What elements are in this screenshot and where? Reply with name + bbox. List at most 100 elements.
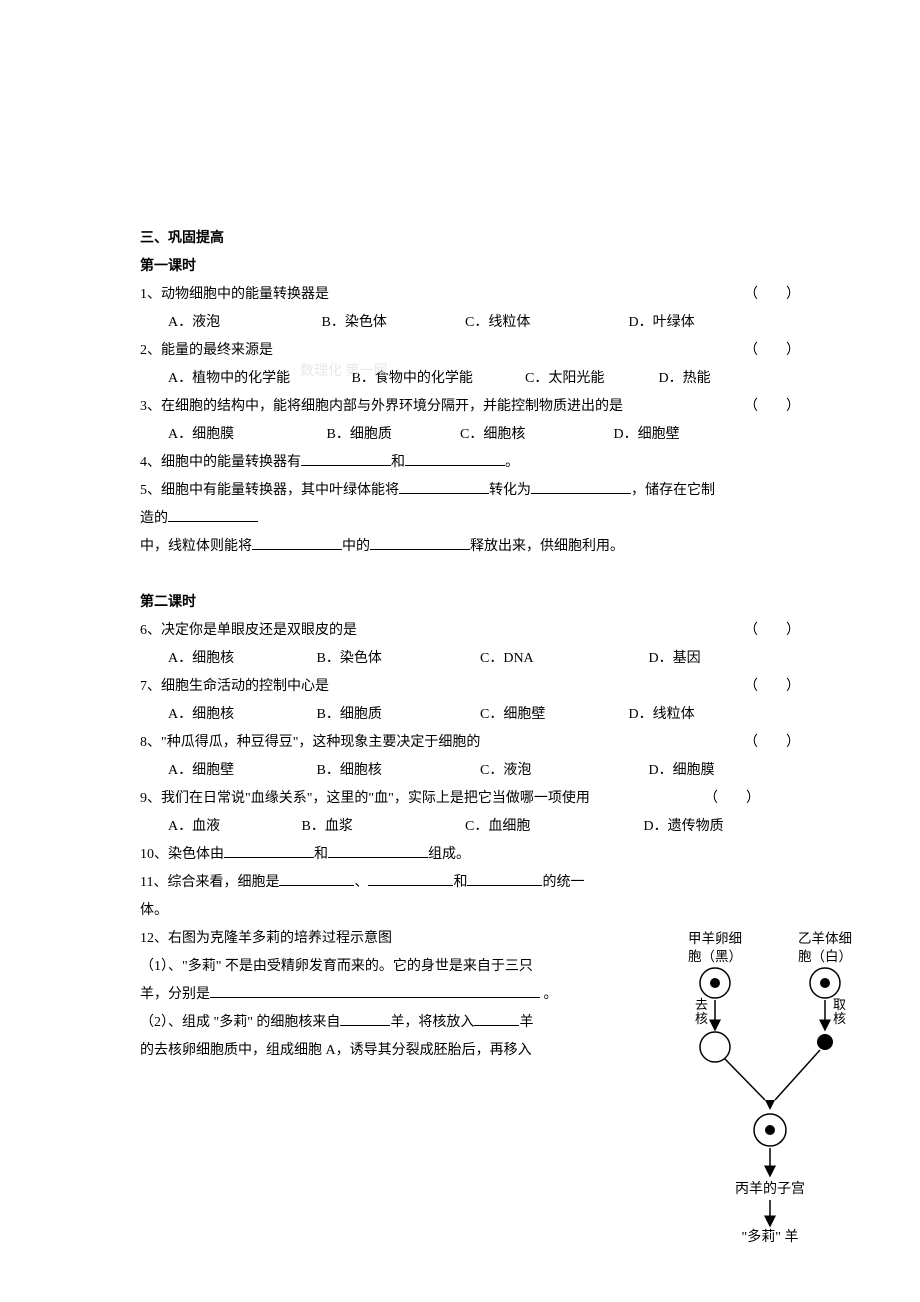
q7-opt-b: B．细胞质 [317,701,477,729]
q2-stem: 2、能量的最终来源是 [140,343,273,358]
diagram-tr-l2: 胞（白） [785,948,865,966]
q10-t2: 和 [314,847,328,862]
q5-l3c: 释放出来，供细胞利用。 [470,539,624,554]
q4-blank1 [301,451,391,466]
diagram-svg: 去 核 取 核 丙羊的子宫 "多莉" 羊 [675,965,865,1245]
q5-line2: 造的 [140,505,800,533]
q6-opt-a: A．细胞核 [168,645,313,673]
q1-opt-b: B．染色体 [322,309,462,337]
q9-opt-a: A．血液 [168,813,298,841]
q5-l3b: 中的 [342,539,370,554]
q10-line: 10、染色体由 和 组成。 [140,841,800,869]
q11-blank3 [467,871,542,886]
q2-opt-d: D．热能 [659,365,711,393]
q2-paren: （ ） [744,337,800,365]
q11-line2: 体。 [140,897,650,925]
q3-options: A．细胞膜 B．细胞质 C．细胞核 D．细胞壁 [140,421,800,449]
q4-t2: 和 [391,455,405,470]
q6-stem-line: 6、决定你是单眼皮还是双眼皮的是 （ ） [140,617,800,645]
q8-opt-d: D．细胞膜 [649,757,715,785]
q3-stem-line: 3、在细胞的结构中，能将细胞内部与外界环境分隔开，并能控制物质进出的是 （ ） [140,393,800,421]
q9-paren: （ ） [704,785,760,813]
q3-opt-a: A．细胞膜 [168,421,323,449]
q1-options: A．液泡 B．染色体 C．线粒体 D．叶绿体 [140,309,800,337]
q6-opt-d: D．基因 [649,645,701,673]
q8-opt-c: C．液泡 [480,757,645,785]
q6-options: A．细胞核 B．染色体 C．DNA D．基因 [140,645,800,673]
q9-opt-d: D．遗传物质 [644,813,724,841]
diagram-right-action-l1: 取 [833,997,846,1012]
q3-stem: 3、在细胞的结构中，能将细胞内部与外界环境分隔开，并能控制物质进出的是 [140,399,623,414]
q12-p1c: 。 [544,987,558,1002]
q5-blank3 [168,507,258,522]
q11-t1: 11、综合来看，细胞是 [140,875,279,890]
diagram-label-dolly: "多莉" 羊 [742,1228,799,1245]
diagram-left-action-l2: 核 [695,1011,708,1026]
q1-paren: （ ） [744,281,800,309]
q4-blank2 [405,451,505,466]
q9-options: A．血液 B．血浆 C．血细胞 D．遗传物质 [140,813,800,841]
q12-p3: 的去核卵细胞质中，组成细胞 A，诱导其分裂成胚胎后，再移入 [140,1037,650,1065]
q12-stem: 12、右图为克隆羊多莉的培养过程示意图 [140,925,650,953]
q9-opt-c: C．血细胞 [465,813,640,841]
lesson1-title: 第一课时 [140,253,800,281]
q11-blank2 [368,871,453,886]
q12-p1b: 羊，分别是 [140,987,210,1002]
q11-t2: 、 [354,875,368,890]
q5-blank2 [531,479,631,494]
q9-stem: 9、我们在日常说"血缘关系"，这里的"血"，实际上是把它当做哪一项使用 [140,791,590,806]
q11-line1: 11、综合来看，细胞是 、 和 的统一 [140,869,650,897]
q12-p2b: 羊，将核放入 [390,1015,474,1030]
lesson2-title: 第二课时 [140,589,800,617]
q12-p2-line: （2）、组成 "多莉" 的细胞核来自 羊，将核放入 羊 [140,1009,650,1037]
q3-opt-d: D．细胞壁 [614,421,680,449]
q1-opt-d: D．叶绿体 [629,309,695,337]
diagram-tl-l2: 胞（黑） [675,948,755,966]
q12-blank1 [210,983,540,998]
diagram-left-action-l1: 去 [695,997,708,1012]
q5-l1b: 转化为 [489,483,531,498]
q8-opt-a: A．细胞壁 [168,757,313,785]
q12-p2a: （2）、组成 "多莉" 的细胞核来自 [140,1015,340,1030]
q12-p2c: 羊 [519,1015,533,1030]
q8-stem-line: 8、"种瓜得瓜，种豆得豆"，这种现象主要决定于细胞的 （ ） [140,729,800,757]
q1-opt-c: C．线粒体 [465,309,625,337]
q4-t3: 。 [505,455,519,470]
q12-p1b-line: 羊，分别是 。 [140,981,650,1009]
q7-opt-d: D．线粒体 [629,701,695,729]
diagram-label-c: 丙羊的子宫 [735,1181,805,1197]
q4-t1: 4、细胞中的能量转换器有 [140,455,301,470]
q11-t5: 体。 [140,903,168,918]
q5-l3a: 中，线粒体则能将 [140,539,252,554]
diagram-tr-l1: 乙羊体细 [785,930,865,948]
q8-options: A．细胞壁 B．细胞核 C．液泡 D．细胞膜 [140,757,800,785]
q8-opt-b: B．细胞核 [317,757,477,785]
q11-t3: 和 [453,875,467,890]
q9-opt-b: B．血浆 [302,813,462,841]
q2-options: A．植物中的化学能 B．食物中的化学能 C．太阳光能 D．热能 [140,365,800,393]
q5-l2a: 造的 [140,511,168,526]
q10-t1: 10、染色体由 [140,847,224,862]
q10-blank2 [328,843,428,858]
q8-paren: （ ） [744,729,800,757]
q5-line1: 5、细胞中有能量转换器，其中叶绿体能将转化为，储存在它制 [140,477,800,505]
q11-t4: 的统一 [542,875,584,890]
q1-stem: 1、动物细胞中的能量转换器是 [140,287,329,302]
q10-t3: 组成。 [428,847,470,862]
q6-stem: 6、决定你是单眼皮还是双眼皮的是 [140,623,357,638]
q1-stem-line: 1、动物细胞中的能量转换器是 （ ） [140,281,800,309]
q12-p1a: （1）、"多莉" 不是由受精卵发育而来的。它的身世是来自于三只 [140,953,650,981]
q4-line: 4、细胞中的能量转换器有 和 。 [140,449,800,477]
q8-stem: 8、"种瓜得瓜，种豆得豆"，这种现象主要决定于细胞的 [140,735,480,750]
q3-paren: （ ） [744,393,800,421]
q12-blank2 [340,1011,390,1026]
diagram-top-right-label: 乙羊体细 胞（白） [785,930,865,965]
diagram-tl-l1: 甲羊卵细 [675,930,755,948]
dolly-diagram: 甲羊卵细 胞（黑） 乙羊体细 胞（白） 去 [675,930,865,1245]
q5-blank5 [370,535,470,550]
q7-paren: （ ） [744,673,800,701]
q3-opt-c: C．细胞核 [460,421,610,449]
q7-opt-a: A．细胞核 [168,701,313,729]
q2-stem-line: 2、能量的最终来源是 （ ） [140,337,800,365]
q2-opt-c: C．太阳光能 [525,365,655,393]
